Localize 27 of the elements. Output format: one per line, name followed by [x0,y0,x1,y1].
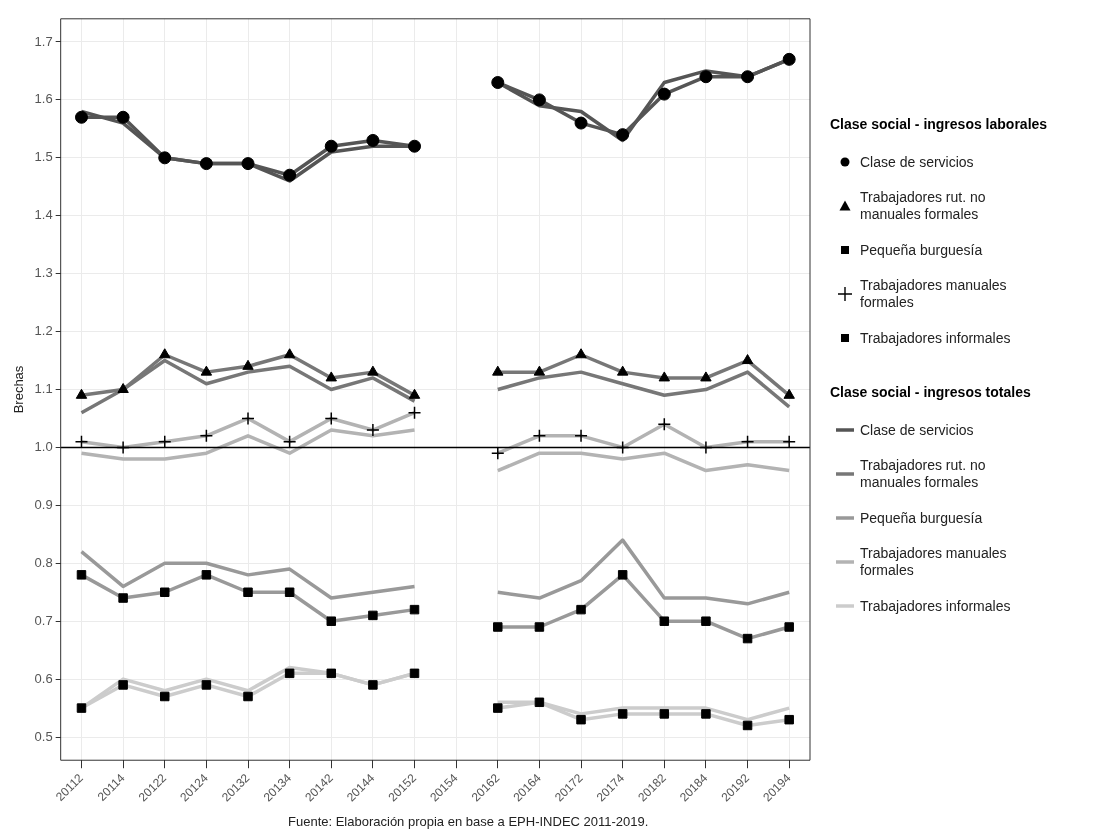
y-tick-label: 0.5 [34,728,53,744]
y-axis-title: Brechas [11,365,27,414]
legend-label: Trabajadores informales [860,329,1012,347]
y-tick-label: 0.6 [34,670,53,686]
legend-label: Pequeña burguesía [860,241,984,259]
y-tick-label: 1.4 [34,207,53,223]
y-tick-label: 1.2 [34,323,53,339]
legend-label: Clase de servicios [860,153,975,171]
y-tick-label: 1.7 [34,33,53,49]
legend-label: Trabajadores informales [860,597,1012,615]
y-tick-label: 0.8 [34,554,53,570]
y-tick-label: 1.6 [34,91,53,107]
legend-label: Clase de servicios [860,421,975,439]
y-tick-label: 1.1 [34,381,53,397]
text: Clase social - ingresos totales [830,384,1031,400]
legend-label: Trabajadores manuales formales [860,545,1008,579]
y-tick-label: 1.3 [34,265,53,281]
source-note: Fuente: Elaboración propia en base a EPH-INDEC 2011-2019. [288,814,649,829]
text: Clase social - ingresos laborales [830,116,1048,132]
y-tick-label: 1.5 [34,149,53,165]
y-tick-label: 0.7 [34,612,53,628]
legend-label: Trabajadores manuales formales [860,277,1008,311]
legend-label: Pequeña burguesía [860,509,984,527]
y-tick-label: 1.0 [34,439,53,455]
y-tick-label: 0.9 [34,496,53,512]
legend-label: Trabajadores rut. no manuales formales [860,189,987,223]
legend-label: Trabajadores rut. no manuales formales [860,457,987,491]
